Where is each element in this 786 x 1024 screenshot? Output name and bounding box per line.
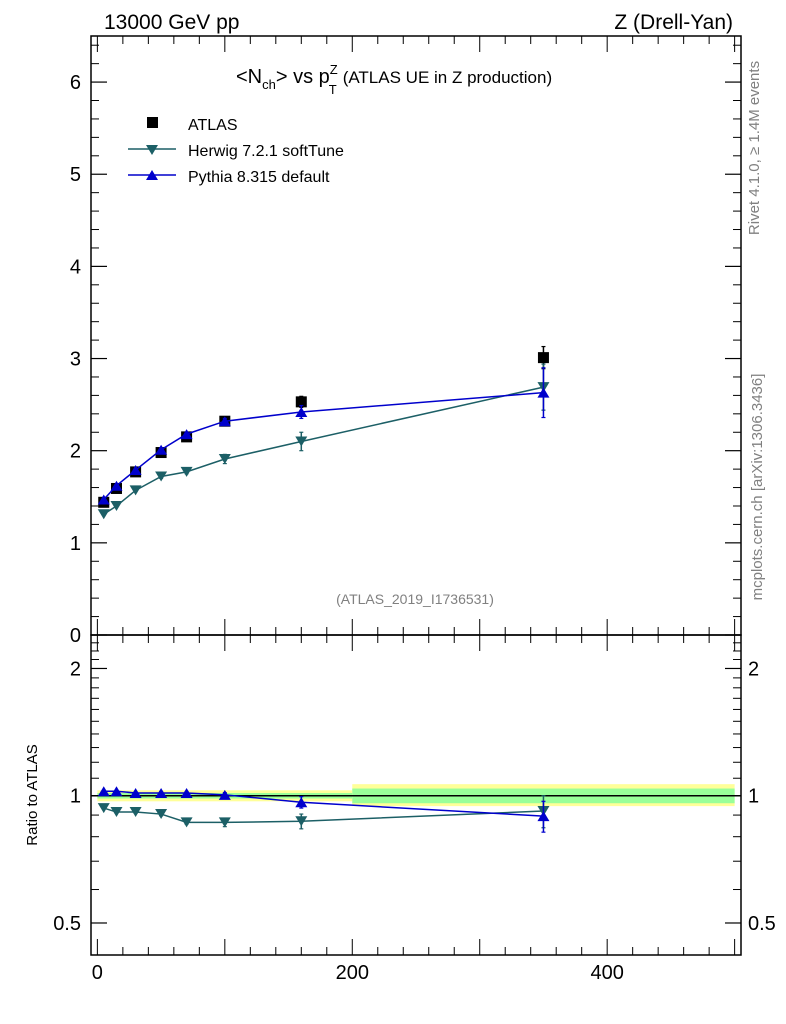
ratio-pythia-point [129, 787, 142, 798]
ratio-herwig-point [155, 809, 168, 820]
ratio-y-tick-label-left: 0.5 [53, 913, 81, 935]
herwig-point [97, 509, 110, 520]
legend-herwig-label: Herwig 7.2.1 softTune [188, 143, 344, 160]
ratio-herwig-line [103, 807, 544, 824]
herwig-point [295, 436, 308, 447]
ratio-herwig-point [110, 807, 123, 818]
main-y-tick-label: 1 [70, 533, 81, 555]
ratio-y-tick-label-left: 1 [70, 786, 81, 808]
ratio-herwig-point [97, 803, 110, 814]
ratio-pythia-point [295, 797, 308, 808]
herwig-line [103, 386, 544, 515]
atlas-data-point [537, 352, 549, 364]
ratio-herwig-point [180, 817, 193, 828]
analysis-id-watermark: (ATLAS_2019_I1736531) [336, 591, 494, 607]
pythia-point [295, 406, 308, 417]
legend-atlas-label: ATLAS [188, 117, 238, 134]
pythia-point [537, 387, 550, 398]
main-y-axis-ticks: 0 1 2 3 4 5 6 [70, 36, 741, 647]
header-process: Z (Drell-Yan) [614, 11, 733, 34]
ratio-pythia-point [218, 789, 231, 800]
herwig-point [155, 471, 168, 482]
ratio-pythia-point [155, 787, 168, 798]
ratio-series-layer [97, 786, 550, 833]
ratio-pythia-point [110, 786, 123, 797]
pythia-point [97, 494, 110, 505]
ratio-herwig-point [218, 817, 231, 828]
pythia-point [110, 480, 123, 491]
main-y-tick-label: 6 [70, 72, 81, 94]
ratio-herwig-point [129, 807, 142, 818]
x-axis-ticks: 0 200 400 [92, 635, 736, 984]
legend: ATLAS Herwig 7.2.1 softTune Pythia 8.315… [128, 117, 344, 186]
legend-pythia-marker [146, 170, 158, 180]
ratio-herwig-point [295, 816, 308, 827]
pythia-point [129, 465, 142, 476]
x-tick-label: 200 [336, 962, 369, 984]
legend-pythia-label: Pythia 8.315 default [188, 169, 330, 186]
header-energy: 13000 GeV pp [104, 11, 239, 34]
ratio-y-tick-label-left: 2 [70, 658, 81, 680]
ratio-panel-frame [90, 634, 742, 956]
mcplots-label: mcplots.cern.ch [arXiv:1306.3436] [749, 374, 766, 601]
main-y-tick-label: 0 [70, 625, 81, 647]
main-y-tick-label: 2 [70, 441, 81, 463]
ratio-y-tick-label-right: 1 [748, 786, 759, 808]
main-y-tick-label: 4 [70, 256, 81, 278]
main-y-tick-label: 3 [70, 349, 81, 371]
ratio-pythia-point [537, 811, 550, 822]
x-tick-label: 400 [590, 962, 623, 984]
ratio-y-tick-label-right: 2 [748, 658, 759, 680]
ratio-pythia-point [180, 787, 193, 798]
rivet-version-label: Rivet 4.1.0, ≥ 1.4M events [746, 61, 763, 235]
ratio-y-tick-label-right: 0.5 [748, 913, 776, 935]
main-series-layer [97, 345, 550, 520]
pythia-line [103, 391, 544, 501]
pythia-point [218, 416, 231, 427]
herwig-point [110, 500, 123, 511]
legend-atlas-marker [147, 117, 158, 128]
herwig-point [129, 485, 142, 496]
herwig-point [218, 453, 231, 464]
main-y-tick-label: 5 [70, 164, 81, 186]
ratio-pythia-line [103, 790, 544, 817]
x-tick-label: 0 [92, 962, 103, 984]
plot-title: <Nch> vs pZ T(ATLAS UE in Z production) [236, 62, 552, 97]
ratio-pythia-point [97, 786, 110, 797]
legend-herwig-marker [146, 145, 158, 155]
pythia-point [155, 444, 168, 455]
pythia-point [180, 429, 193, 440]
atlas-data-point [295, 396, 307, 408]
herwig-point [180, 466, 193, 477]
ratio-y-axis-label: Ratio to ATLAS [24, 744, 41, 845]
ratio-y-axis-ticks: 0.5 0.5 1 1 2 2 [53, 642, 776, 935]
